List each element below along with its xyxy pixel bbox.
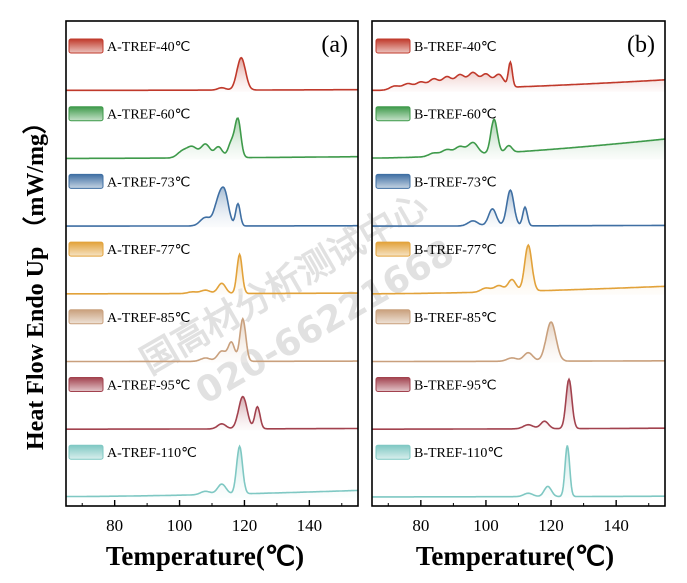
legend-swatch-B-TREF-60℃	[375, 106, 411, 122]
series-line-A-TREF-85℃	[66, 317, 358, 363]
panel-label: (a)	[321, 32, 348, 58]
series-line-B-TREF-85℃	[372, 321, 665, 363]
panel-b: B-TREF-40℃ B-TREF-60℃ B-TREF-73℃ B-TREF-77℃…	[371, 20, 666, 535]
y-axis-title: Heat Flow Endo Up （mW/mg）	[22, 110, 49, 450]
legend-label-A-TREF-60℃: A-TREF-60℃	[107, 108, 190, 123]
x-tick-label-80: 80	[106, 516, 123, 535]
series-line-A-TREF-73℃	[66, 186, 358, 227]
legend-swatch-A-TREF-40℃	[68, 38, 104, 54]
x-tick-label-140: 140	[603, 516, 629, 535]
series-line-B-TREF-95℃	[372, 377, 665, 430]
legend-swatch-A-TREF-110℃	[68, 444, 104, 460]
legend-label-B-TREF-73℃: B-TREF-73℃	[414, 175, 497, 190]
series-area-A-TREF-60℃	[66, 118, 358, 160]
x-tick-label-120: 120	[538, 516, 564, 535]
legend-label-A-TREF-40℃: A-TREF-40℃	[107, 40, 190, 55]
legend-label-B-TREF-60℃: B-TREF-60℃	[414, 108, 497, 123]
x-tick-label-100: 100	[167, 516, 193, 535]
legend-swatch-B-TREF-110℃	[375, 444, 411, 460]
legend-swatch-B-TREF-85℃	[375, 309, 411, 325]
x-axis-title: Temperature(℃)	[106, 541, 304, 571]
legend-label-B-TREF-40℃: B-TREF-40℃	[414, 40, 497, 55]
series-area-A-TREF-40℃	[66, 57, 358, 92]
series-line-A-TREF-60℃	[66, 117, 358, 160]
series-area-A-TREF-73℃	[66, 187, 358, 228]
x-tick-label-120: 120	[232, 516, 258, 535]
legend-label-B-TREF-110℃: B-TREF-110℃	[414, 446, 503, 461]
series-line-A-TREF-77℃	[66, 252, 358, 295]
legend-swatch-A-TREF-77℃	[68, 241, 104, 257]
legend-swatch-B-TREF-95℃	[375, 377, 411, 392]
panel-a: A-TREF-40℃ A-TREF-60℃ A-TREF-73℃ A-TREF-77℃…	[65, 20, 359, 535]
legend-swatch-A-TREF-95℃	[68, 377, 104, 392]
legend-swatch-B-TREF-77℃	[375, 241, 411, 257]
legend-swatch-A-TREF-73℃	[68, 173, 104, 189]
legend-label-B-TREF-77℃: B-TREF-77℃	[414, 243, 497, 258]
series-line-A-TREF-110℃	[66, 444, 358, 498]
x-axis-title-b: Temperature(℃)	[416, 541, 614, 571]
series-area-B-TREF-85℃	[372, 322, 665, 363]
x-tick-label-100: 100	[473, 516, 499, 535]
legend-label-A-TREF-95℃: A-TREF-95℃	[107, 379, 190, 394]
legend-swatch-B-TREF-73℃	[375, 173, 411, 189]
series-line-B-TREF-73℃	[372, 189, 665, 227]
legend-label-A-TREF-73℃: A-TREF-73℃	[107, 175, 190, 190]
series-line-A-TREF-40℃	[66, 56, 358, 92]
x-tick-label-80: 80	[412, 516, 429, 535]
series-area-B-TREF-60℃	[372, 119, 665, 160]
legend-swatch-A-TREF-85℃	[68, 309, 104, 325]
panel-label: (b)	[627, 32, 655, 58]
x-tick-label-140: 140	[297, 516, 323, 535]
legend-swatch-A-TREF-60℃	[68, 106, 104, 122]
series-line-A-TREF-95℃	[66, 395, 358, 430]
series-line-B-TREF-77℃	[372, 243, 665, 295]
series-area-A-TREF-110℃	[66, 446, 358, 498]
legend-label-B-TREF-95℃: B-TREF-95℃	[414, 379, 497, 394]
legend-label-B-TREF-85℃: B-TREF-85℃	[414, 311, 497, 326]
legend-label-A-TREF-85℃: A-TREF-85℃	[107, 311, 190, 326]
legend-label-A-TREF-110℃: A-TREF-110℃	[107, 446, 197, 461]
series-line-B-TREF-60℃	[372, 117, 666, 159]
series-line-B-TREF-110℃	[372, 445, 665, 498]
legend-label-A-TREF-77℃: A-TREF-77℃	[107, 243, 190, 258]
legend-swatch-B-TREF-40℃	[375, 38, 411, 54]
series-area-B-TREF-77℃	[372, 245, 665, 295]
series-line-B-TREF-40℃	[372, 60, 665, 92]
